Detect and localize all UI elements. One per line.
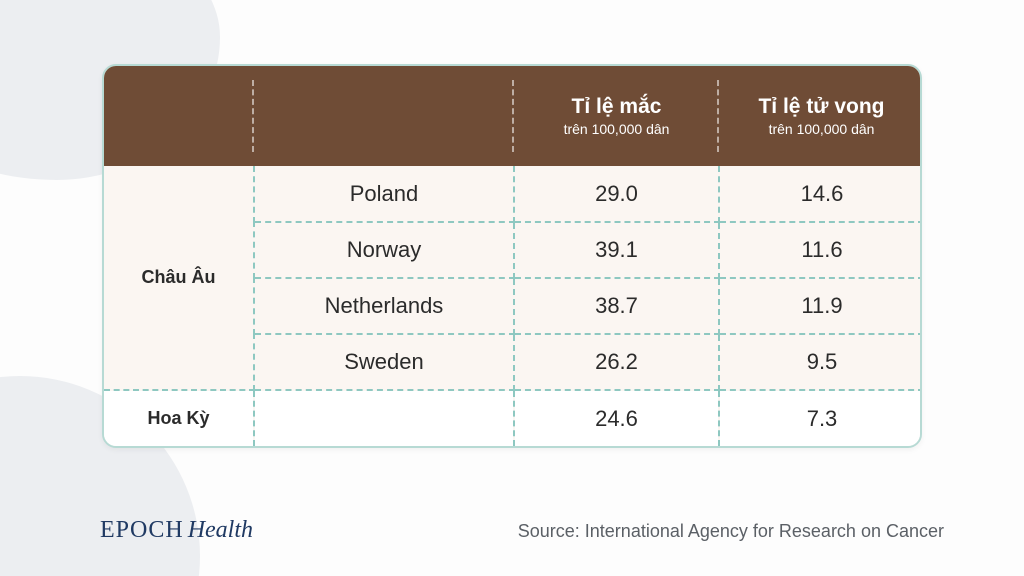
header-mortality-title: Tỉ lệ tử vong	[758, 95, 884, 118]
table-cell-mortality: 7.3	[719, 390, 922, 446]
source-text: Source: International Agency for Researc…	[518, 521, 944, 542]
table-cell-country: Poland	[254, 166, 514, 222]
table-row: Hoa Kỳ 24.67.3	[104, 390, 922, 446]
table-body: Châu ÂuPoland29.014.6Norway39.111.6Nethe…	[104, 166, 922, 446]
header-cell-mortality: Tỉ lệ tử vong trên 100,000 dân	[719, 66, 922, 166]
data-table-card: Tỉ lệ mắc trên 100,000 dân Tỉ lệ tử vong…	[102, 64, 922, 448]
table-cell-country: Norway	[254, 222, 514, 278]
table-cell-region: Châu Âu	[104, 166, 254, 390]
table-cell-country: Sweden	[254, 334, 514, 390]
header-cell-incidence: Tỉ lệ mắc trên 100,000 dân	[514, 66, 719, 166]
table-cell-mortality: 9.5	[719, 334, 922, 390]
table-cell-mortality: 14.6	[719, 166, 922, 222]
table-cell-incidence: 24.6	[514, 390, 719, 446]
table-cell-incidence: 39.1	[514, 222, 719, 278]
brand-health: Health	[188, 517, 253, 543]
table-cell-region: Hoa Kỳ	[104, 390, 254, 446]
brand-logo: EPOCHHealth	[100, 517, 253, 544]
table-cell-incidence: 29.0	[514, 166, 719, 222]
header-incidence-sub: trên 100,000 dân	[514, 121, 719, 137]
table-cell-mortality: 11.6	[719, 222, 922, 278]
header-incidence-title: Tỉ lệ mắc	[572, 95, 662, 118]
table-cell-country: Netherlands	[254, 278, 514, 334]
table-cell-incidence: 38.7	[514, 278, 719, 334]
header-cell-country	[254, 66, 514, 166]
table-header-row: Tỉ lệ mắc trên 100,000 dân Tỉ lệ tử vong…	[104, 66, 922, 166]
header-cell-region	[104, 66, 254, 166]
header-mortality-sub: trên 100,000 dân	[719, 121, 922, 137]
brand-epoch: EPOCH	[100, 517, 184, 543]
table-cell-mortality: 11.9	[719, 278, 922, 334]
table-cell-country	[254, 390, 514, 446]
table-cell-incidence: 26.2	[514, 334, 719, 390]
data-table: Tỉ lệ mắc trên 100,000 dân Tỉ lệ tử vong…	[104, 66, 922, 446]
footer: EPOCHHealth Source: International Agency…	[0, 517, 1024, 544]
table-row: Châu ÂuPoland29.014.6	[104, 166, 922, 222]
